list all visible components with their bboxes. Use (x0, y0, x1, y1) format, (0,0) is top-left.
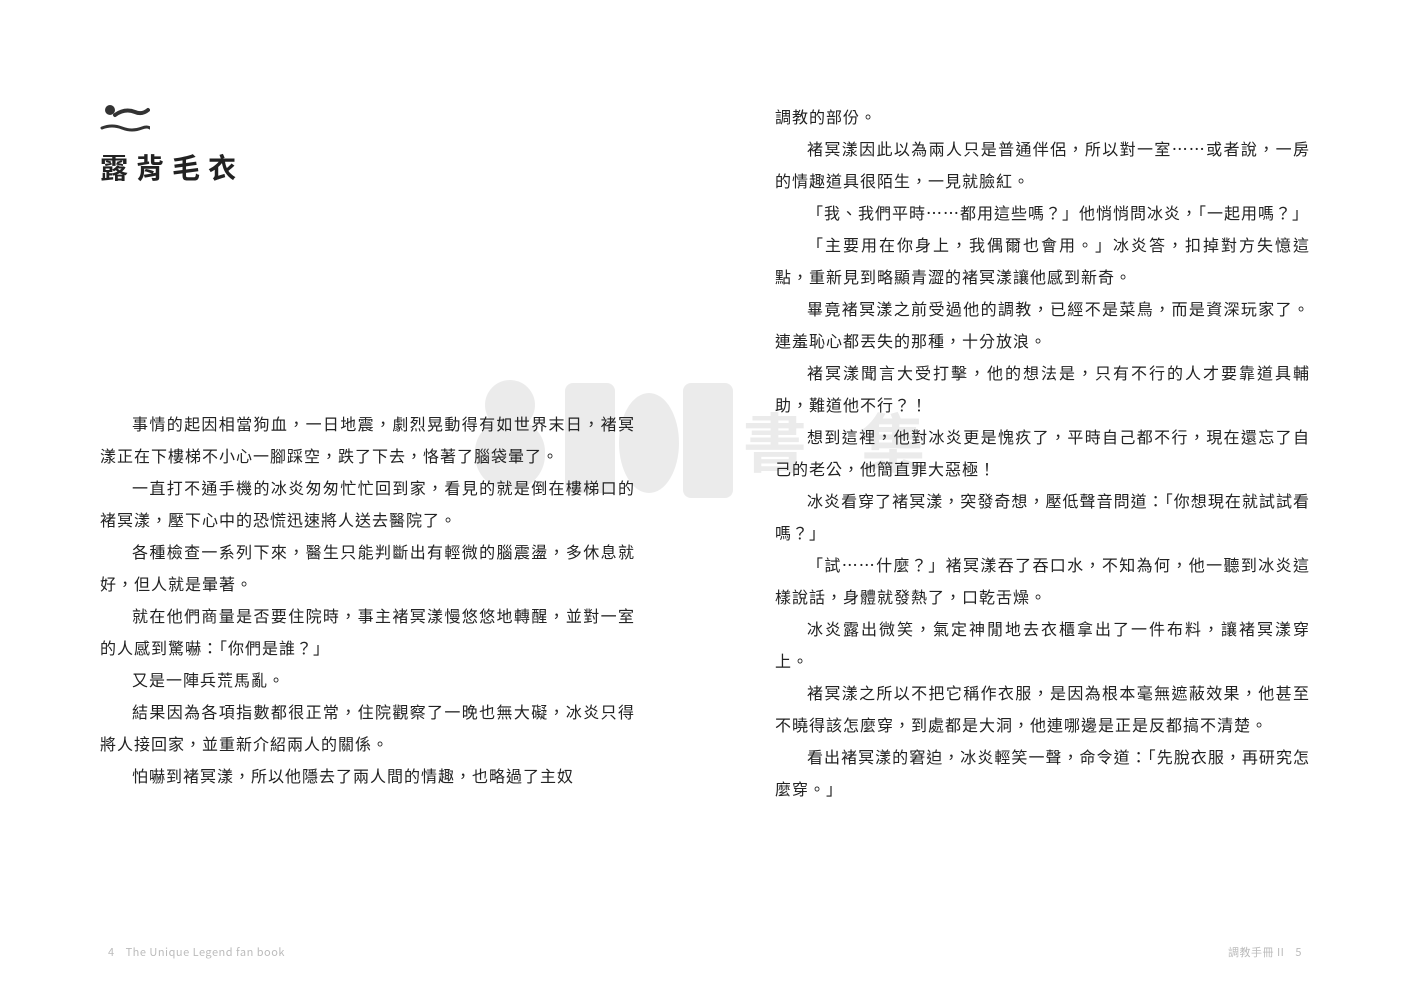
paragraph: 看出褚冥漾的窘迫，冰炎輕笑一聲，命令道：「先脫衣服，再研究怎麼穿。」 (775, 740, 1310, 804)
paragraph: 畢竟褚冥漾之前受過他的調教，已經不是菜鳥，而是資深玩家了。連羞恥心都丟失的那種，… (775, 292, 1310, 356)
swimmer-icon (100, 100, 150, 136)
paragraph: 又是一陣兵荒馬亂。 (100, 663, 635, 695)
chapter-icon (100, 100, 635, 139)
paragraph: 結果因為各項指數都很正常，住院觀察了一晚也無大礙，冰炎只得將人接回家，並重新介紹… (100, 695, 635, 759)
chapter-title: 露背毛衣 (100, 147, 635, 187)
paragraph: 各種檢查一系列下來，醫生只能判斷出有輕微的腦震盪，多休息就好，但人就是暈著。 (100, 535, 635, 599)
body-text-right: 調教的部份。 褚冥漾因此以為兩人只是普通伴侶，所以對一室……或者說，一房的情趣道… (775, 100, 1310, 804)
paragraph: 「主要用在你身上，我偶爾也會用。」冰炎答，扣掉對方失憶這點，重新見到略顯青澀的褚… (775, 228, 1310, 292)
page-right: 調教的部份。 褚冥漾因此以為兩人只是普通伴侶，所以對一室……或者說，一房的情趣道… (705, 0, 1410, 1000)
page-left: 露背毛衣 事情的起因相當狗血，一日地震，劇烈晃動得有如世界末日，褚冥漾正在下樓梯… (0, 0, 705, 1000)
paragraph: 褚冥漾之所以不把它稱作衣服，是因為根本毫無遮蔽效果，他甚至不曉得該怎麼穿，到處都… (775, 676, 1310, 740)
footer-left: 4 The Unique Legend fan book (100, 944, 285, 960)
paragraph: 「我、我們平時……都用這些嗎？」他悄悄問冰炎，「一起用嗎？」 (775, 196, 1310, 228)
footer-left-text: The Unique Legend fan book (126, 944, 285, 960)
paragraph: 怕嚇到褚冥漾，所以他隱去了兩人間的情趣，也略過了主奴 (100, 759, 635, 791)
paragraph: 事情的起因相當狗血，一日地震，劇烈晃動得有如世界末日，褚冥漾正在下樓梯不小心一腳… (100, 407, 635, 471)
paragraph: 「試……什麼？」褚冥漾吞了吞口水，不知為何，他一聽到冰炎這樣說話，身體就發熱了，… (775, 548, 1310, 612)
paragraph: 想到這裡，他對冰炎更是愧疚了，平時自己都不行，現在還忘了自己的老公，他簡直罪大惡… (775, 420, 1310, 484)
body-text-left: 事情的起因相當狗血，一日地震，劇烈晃動得有如世界末日，褚冥漾正在下樓梯不小心一腳… (100, 407, 635, 791)
paragraph: 冰炎露出微笑，氣定神閒地去衣櫃拿出了一件布料，讓褚冥漾穿上。 (775, 612, 1310, 676)
footer-right-text: 調教手冊 II (1228, 944, 1284, 960)
paragraph: 褚冥漾因此以為兩人只是普通伴侶，所以對一室……或者說，一房的情趣道具很陌生，一見… (775, 132, 1310, 196)
page-number-right: 5 (1295, 944, 1302, 960)
paragraph: 冰炎看穿了褚冥漾，突發奇想，壓低聲音問道：「你想現在就試試看嗎？」 (775, 484, 1310, 548)
paragraph: 一直打不通手機的冰炎匆匆忙忙回到家，看見的就是倒在樓梯口的褚冥漾，壓下心中的恐慌… (100, 471, 635, 535)
footer-right: 調教手冊 II 5 (1228, 944, 1310, 960)
page-number-left: 4 (108, 944, 115, 960)
paragraph: 就在他們商量是否要住院時，事主褚冥漾慢悠悠地轉醒，並對一室的人感到驚嚇：「你們是… (100, 599, 635, 663)
paragraph: 調教的部份。 (775, 100, 1310, 132)
paragraph: 褚冥漾聞言大受打擊，他的想法是，只有不行的人才要靠道具輔助，難道他不行？！ (775, 356, 1310, 420)
